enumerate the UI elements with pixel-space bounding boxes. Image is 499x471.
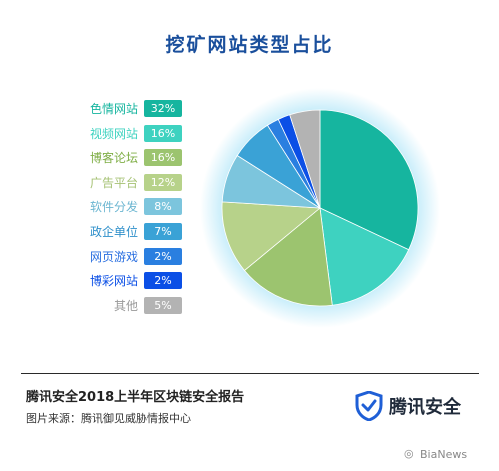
legend-item: 其他 5% <box>0 296 200 315</box>
brand: 腾讯安全 <box>355 390 461 422</box>
wechat-icon: ◎ <box>404 447 414 460</box>
legend-label: 政企单位 <box>89 225 138 239</box>
pie-chart <box>200 88 440 328</box>
legend-value-badge: 32% <box>144 100 182 117</box>
legend-value-badge: 16% <box>144 149 182 167</box>
brand-name: 腾讯安全 <box>389 397 461 418</box>
legend-item: 色情网站 32% <box>0 100 200 118</box>
pie-slice <box>289 109 321 209</box>
legend-item: 视频网站 16% <box>0 124 200 143</box>
pie-slice <box>221 201 322 272</box>
legend-label: 色情网站 <box>89 102 138 116</box>
watermark-text: BiaNews <box>420 448 468 461</box>
legend-label: 视频网站 <box>89 126 138 141</box>
legend-label: 博客论坛 <box>89 151 138 166</box>
image-source: 图片来源：腾讯御见威胁情报中心 <box>26 412 191 425</box>
legend-label: 博彩网站 <box>89 274 138 289</box>
legend-value-badge: 5% <box>144 296 182 314</box>
legend-value-badge: 2% <box>144 272 182 290</box>
report-title: 腾讯安全2018上半年区块链安全报告 <box>26 390 245 405</box>
legend-value-badge: 12% <box>144 173 182 191</box>
legend-item: 政企单位 7% <box>0 223 200 241</box>
pie-slices <box>221 109 419 307</box>
legend-label: 软件分发 <box>89 200 138 215</box>
chart-title: 挖矿网站类型占比 <box>165 34 334 56</box>
legend-item: 博彩网站 2% <box>0 272 200 290</box>
legend-value-badge: 8% <box>144 198 182 216</box>
legend-value-badge: 16% <box>144 124 182 142</box>
legend-label: 广告平台 <box>89 175 138 190</box>
footer-divider <box>21 373 479 374</box>
legend-value-badge: 2% <box>144 247 182 265</box>
legend-item: 网页游戏 2% <box>0 247 200 266</box>
pie-slice <box>319 109 419 251</box>
pie-slice <box>319 207 410 306</box>
legend-item: 博客论坛 16% <box>0 149 200 167</box>
legend-item: 软件分发 8% <box>0 198 200 216</box>
legend-label: 其他 <box>113 298 138 313</box>
legend-value-badge: 7% <box>144 223 182 240</box>
legend-item: 广告平台 12% <box>0 173 200 192</box>
legend-label: 网页游戏 <box>89 249 138 264</box>
shield-check-icon <box>355 390 383 422</box>
pie-slice <box>243 207 333 307</box>
